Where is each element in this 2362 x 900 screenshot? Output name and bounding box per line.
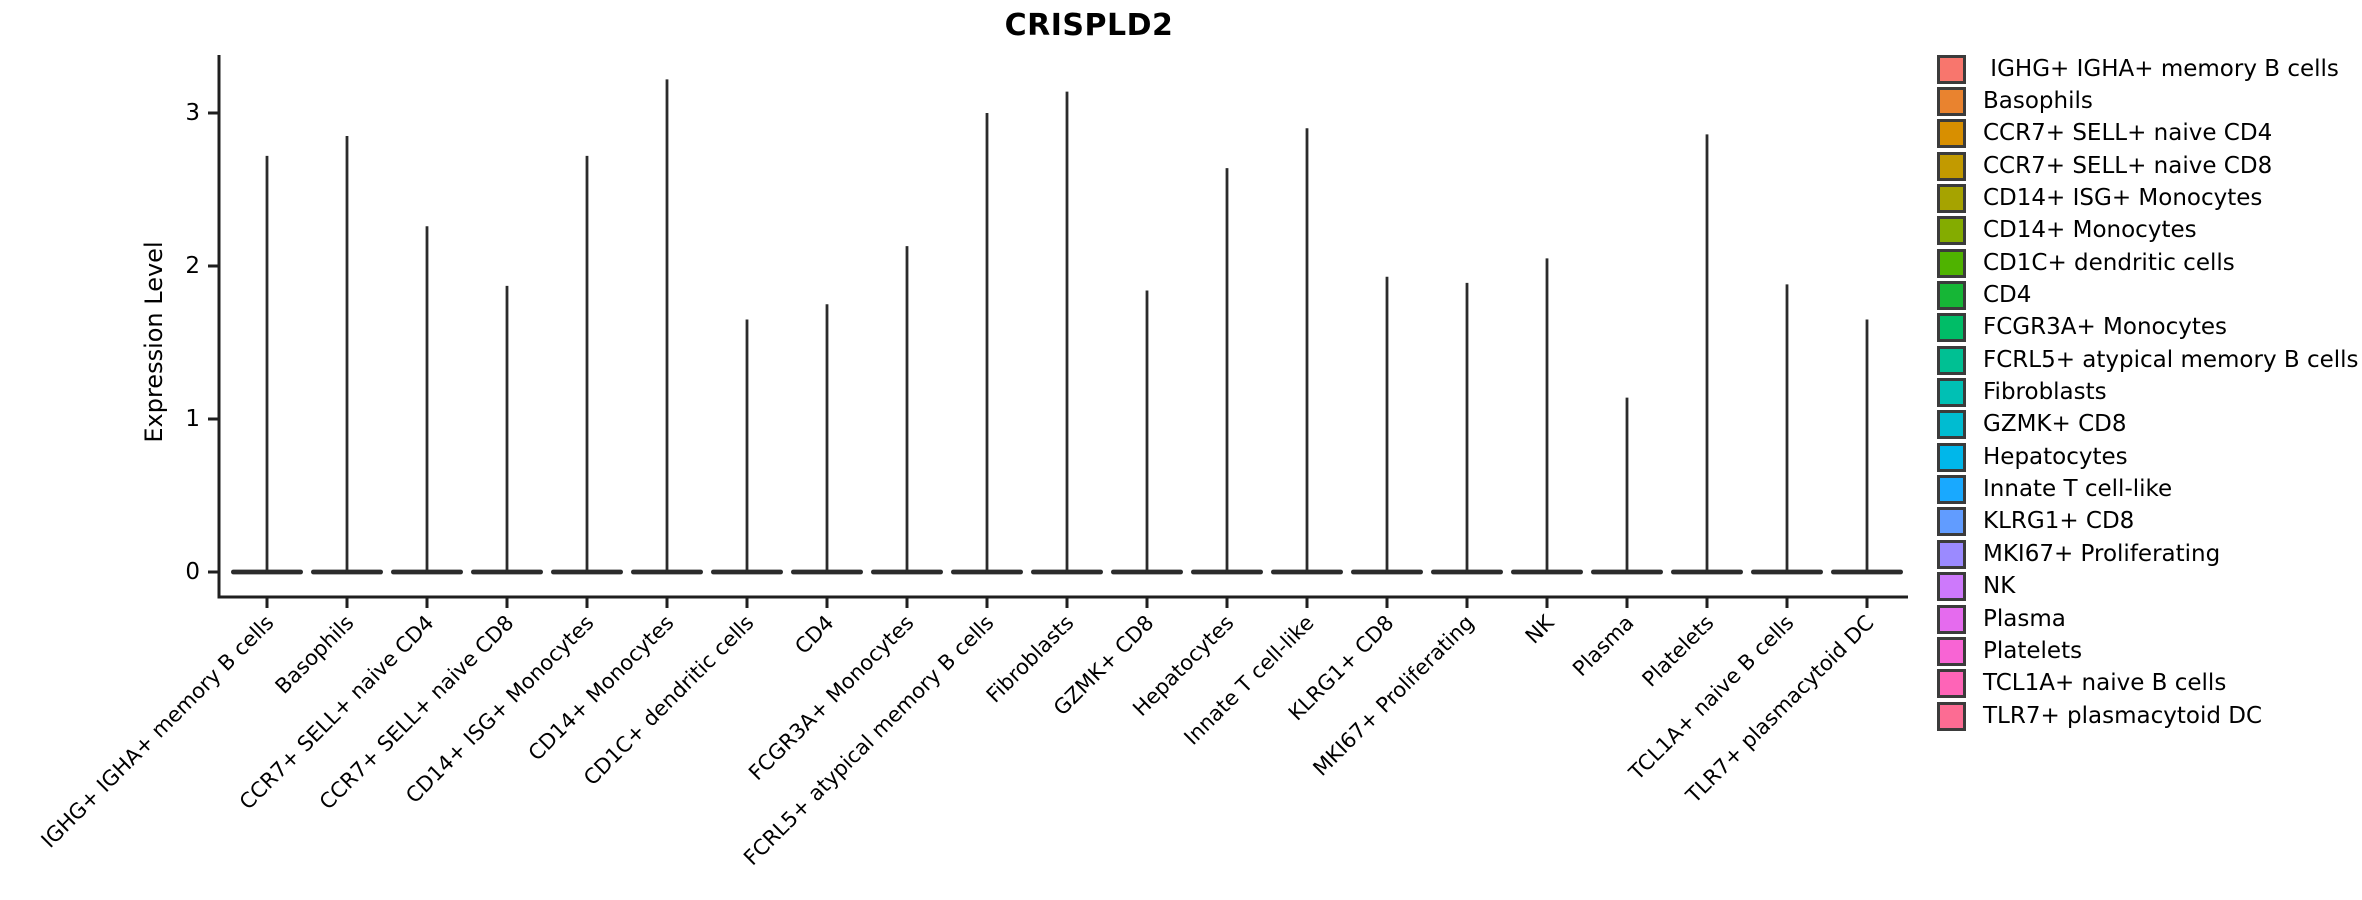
legend-color-swatch: [1937, 539, 1966, 569]
x-category-label: IGHG+ IGHA+ memory B cells: [37, 611, 279, 853]
x-category-label: NK: [1521, 610, 1560, 649]
y-tick-label: 1: [185, 406, 200, 432]
x-category-label: CD14+ Monocytes: [524, 611, 679, 766]
legend-item: CD14+ ISG+ Monocytes: [1937, 182, 2359, 214]
y-axis-label: Expression Level: [140, 241, 168, 442]
legend-item-label: FCRL5+ atypical memory B cells: [1983, 346, 2359, 373]
legend-item-label: CD1C+ dendritic cells: [1983, 249, 2235, 276]
legend-color-swatch: [1937, 669, 1966, 699]
x-category-label: Plasma: [1568, 611, 1638, 681]
legend-item-label: Platelets: [1983, 637, 2083, 664]
y-tick-label: 0: [185, 559, 200, 585]
legend-item-label: MKI67+ Proliferating: [1983, 540, 2221, 567]
legend-item: FCGR3A+ Monocytes: [1937, 312, 2359, 344]
legend-item: Basophils: [1937, 85, 2359, 117]
x-category-label: MKI67+ Proliferating: [1308, 611, 1478, 781]
legend-item-label: FCGR3A+ Monocytes: [1983, 314, 2228, 341]
legend-item-label: GZMK+ CD8: [1983, 411, 2127, 438]
x-category-label: Basophils: [271, 611, 359, 699]
legend-item-label: CD4: [1983, 282, 2032, 309]
plot-title: CRISPLD2: [1004, 8, 1174, 43]
legend: IGHG+ IGHA+ memory B cells Basophils CCR7+…: [1937, 53, 2359, 732]
legend-color-swatch: [1937, 54, 1966, 84]
x-category-label: TCL1A+ naive B cells: [1624, 611, 1799, 786]
legend-item-label: CCR7+ SELL+ naive CD4: [1983, 120, 2273, 147]
legend-item: MKI67+ Proliferating: [1937, 538, 2359, 570]
legend-color-swatch: [1937, 313, 1966, 343]
legend-item: IGHG+ IGHA+ memory B cells: [1937, 53, 2359, 85]
legend-item: Fibroblasts: [1937, 376, 2359, 408]
x-category-label: FCGR3A+ Monocytes: [744, 611, 919, 786]
legend-color-swatch: [1937, 184, 1966, 214]
legend-item-label: Innate T cell-like: [1983, 476, 2173, 503]
legend-item: GZMK+ CD8: [1937, 409, 2359, 441]
legend-item: NK: [1937, 571, 2359, 603]
legend-item: TCL1A+ naive B cells: [1937, 668, 2359, 700]
legend-item-label: Plasma: [1983, 605, 2066, 632]
legend-color-swatch: [1937, 216, 1966, 246]
legend-item: Plasma: [1937, 603, 2359, 635]
legend-item: CD14+ Monocytes: [1937, 215, 2359, 247]
legend-color-swatch: [1937, 442, 1966, 472]
x-category-label: CD1C+ dendritic cells: [579, 611, 759, 791]
legend-color-swatch: [1937, 572, 1966, 602]
legend-item-label: Fibroblasts: [1983, 379, 2107, 406]
legend-color-swatch: [1937, 604, 1966, 634]
legend-color-swatch: [1937, 475, 1966, 505]
legend-item: FCRL5+ atypical memory B cells: [1937, 344, 2359, 376]
legend-color-swatch: [1937, 636, 1966, 666]
legend-item: CCR7+ SELL+ naive CD8: [1937, 150, 2359, 182]
legend-item-label: Basophils: [1983, 88, 2093, 115]
y-tick-label: 2: [185, 253, 200, 279]
legend-color-swatch: [1937, 248, 1966, 278]
x-category-label: CD4: [790, 611, 838, 659]
legend-item: TLR7+ plasmacytoid DC: [1937, 700, 2359, 732]
legend-color-swatch: [1937, 151, 1966, 181]
legend-color-swatch: [1937, 119, 1966, 149]
legend-color-swatch: [1937, 507, 1966, 537]
legend-item: KLRG1+ CD8: [1937, 506, 2359, 538]
legend-item: Platelets: [1937, 635, 2359, 667]
legend-item-label: KLRG1+ CD8: [1983, 508, 2135, 535]
legend-item-label: CD14+ Monocytes: [1983, 217, 2197, 244]
legend-item-label: IGHG+ IGHA+ memory B cells: [1983, 55, 2339, 82]
x-category-label: Platelets: [1638, 611, 1719, 692]
legend-item-label: Hepatocytes: [1983, 443, 2128, 470]
legend-item: CCR7+ SELL+ naive CD4: [1937, 118, 2359, 150]
legend-item-label: TCL1A+ naive B cells: [1983, 670, 2227, 697]
legend-item-label: NK: [1983, 573, 2016, 600]
legend-item-label: CD14+ ISG+ Monocytes: [1983, 185, 2263, 212]
y-tick-label: 3: [185, 100, 200, 126]
legend-item: Innate T cell-like: [1937, 473, 2359, 505]
legend-color-swatch: [1937, 87, 1966, 117]
legend-color-swatch: [1937, 378, 1966, 408]
legend-item: CD1C+ dendritic cells: [1937, 247, 2359, 279]
legend-item-label: CCR7+ SELL+ naive CD8: [1983, 152, 2273, 179]
legend-color-swatch: [1937, 281, 1966, 311]
legend-item: CD4: [1937, 279, 2359, 311]
legend-item-label: TLR7+ plasmacytoid DC: [1983, 702, 2263, 729]
legend-item: Hepatocytes: [1937, 441, 2359, 473]
legend-color-swatch: [1937, 345, 1966, 375]
legend-color-swatch: [1937, 701, 1966, 731]
legend-color-swatch: [1937, 410, 1966, 440]
